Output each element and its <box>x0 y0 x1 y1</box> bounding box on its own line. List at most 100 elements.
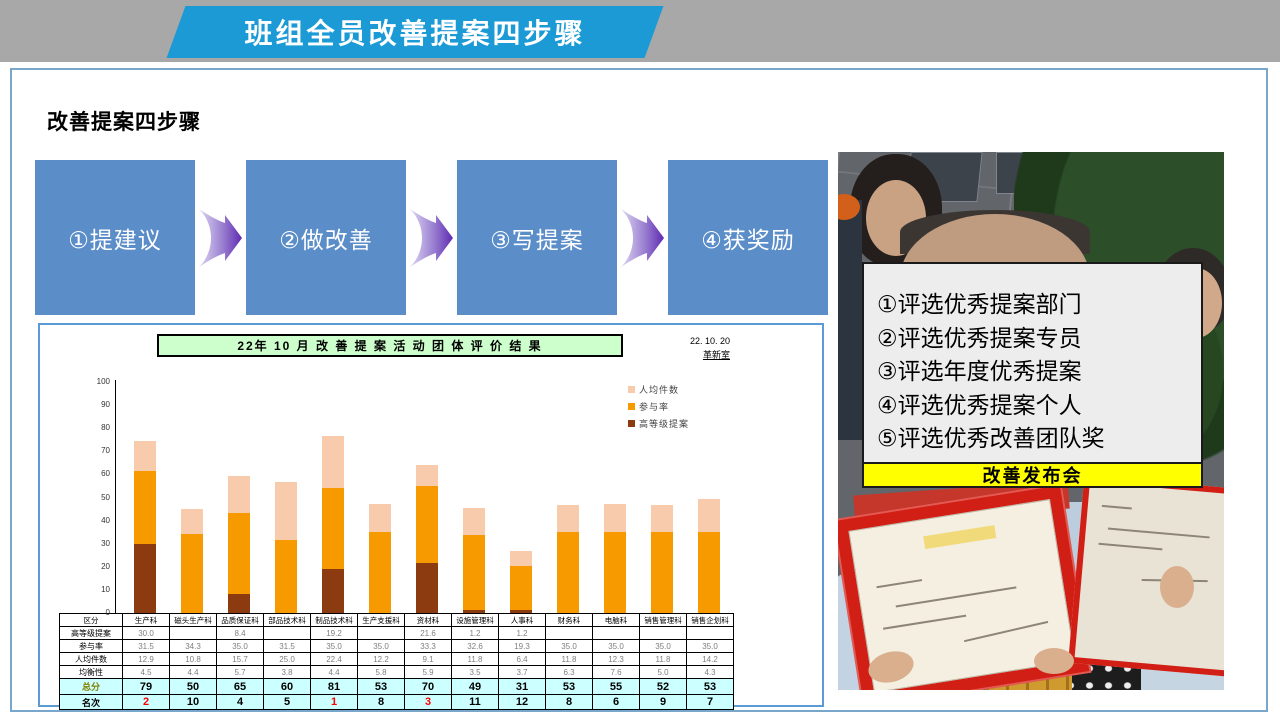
table-cell: 50 <box>169 678 217 695</box>
table-cell <box>592 626 640 640</box>
certificate-text-line <box>895 586 1017 608</box>
table-cell: 35.0 <box>639 639 687 653</box>
step-box-2: ②做改善 <box>246 160 406 315</box>
table-cell: 33.3 <box>404 639 452 653</box>
award-list-item: ②评选优秀提案专员 <box>877 324 1082 351</box>
table-cell: 10 <box>169 694 217 710</box>
table-cell <box>169 626 217 640</box>
table-cell <box>357 626 405 640</box>
table-cell: 4.5 <box>122 665 170 679</box>
bar-segment <box>463 507 485 535</box>
step-box-4: ④获奖励 <box>668 160 828 315</box>
table-cell: 32.6 <box>451 639 499 653</box>
y-axis-tick-label: 100 <box>96 377 110 386</box>
y-axis-tick-label: 0 <box>105 608 110 617</box>
table-cell: 11 <box>451 694 499 710</box>
table-cell: 22.4 <box>310 652 358 666</box>
bar-segment <box>134 543 156 613</box>
table-cell: 7.6 <box>592 665 640 679</box>
table-row: 高等级提案 30.0 8.4 19.2 21.6 1.2 1.2 <box>59 626 734 640</box>
y-axis-tick-label: 70 <box>101 446 110 456</box>
step-box-3: ③写提案 <box>457 160 617 315</box>
legend-swatch <box>628 403 635 410</box>
bar-segment <box>463 610 485 613</box>
table-cell: 14.2 <box>686 652 734 666</box>
bar-segment <box>416 563 438 613</box>
table-cell: 21.6 <box>404 626 452 640</box>
table-cell: 35.0 <box>686 639 734 653</box>
table-row-label: 均衡性 <box>59 665 123 679</box>
bar-segment <box>651 532 673 613</box>
table-cell: 6.4 <box>498 652 546 666</box>
table-row-label: 名次 <box>59 694 123 710</box>
bar-segment <box>463 534 485 611</box>
y-axis-tick-label: 60 <box>101 469 110 479</box>
table-cell: 7 <box>686 694 734 710</box>
table-row: 名次 2 10 4 5 1 8 3 11 12 8 6 9 7 <box>59 694 734 710</box>
table-cell: 53 <box>686 678 734 695</box>
section-heading: 改善提案四步骤 <box>47 111 201 134</box>
table-cell: 9.1 <box>404 652 452 666</box>
certificate-text-line <box>1107 527 1210 539</box>
bar-segment <box>322 436 344 488</box>
table-cell: 5.9 <box>404 665 452 679</box>
photo-certificate-right <box>1068 475 1224 677</box>
table-cell: 81 <box>310 678 358 695</box>
award-list-box: ①评选优秀提案部门 ②评选优秀提案专员 ③评选年度优秀提案 ④评选优秀提案个人 ⑤评选优… <box>862 262 1203 482</box>
table-row: 参与率 31.5 34.3 35.0 31.5 35.0 35.0 33.3 32.6 19.3 3… <box>59 639 734 653</box>
bar-segment <box>698 499 720 533</box>
table-cell <box>263 626 311 640</box>
table-cell: 6 <box>592 694 640 710</box>
bar-segment <box>604 503 626 533</box>
table-cell: 4.4 <box>169 665 217 679</box>
table-cell: 3.8 <box>263 665 311 679</box>
table-cell: 10.8 <box>169 652 217 666</box>
certificate-text-line <box>876 579 923 589</box>
table-cell: 2 <box>122 694 170 710</box>
chart-title: 22年 10 月 改 善 提 案 活 动 团 体 评 价 结 果 <box>157 334 623 357</box>
table-cell: 11.8 <box>451 652 499 666</box>
bar-segment <box>557 532 579 613</box>
table-cell: 79 <box>122 678 170 695</box>
y-axis-tick-label: 20 <box>101 561 110 571</box>
certificate-text-line <box>882 614 967 630</box>
certificate-title-blur <box>923 525 997 550</box>
steps-row: ①提建议 ②做改善 ③写提案 ④获奖励 <box>35 160 835 315</box>
table-cell: 8 <box>545 694 593 710</box>
table-col-header: 电脑科 <box>592 613 640 627</box>
table-cell: 35.0 <box>310 639 358 653</box>
table-cell: 31 <box>498 678 546 695</box>
table-cell: 8.4 <box>216 626 264 640</box>
table-cell: 4 <box>216 694 264 710</box>
table-col-header: 销售管理科 <box>639 613 687 627</box>
bar-segment <box>557 504 579 533</box>
table-row: 均衡性 4.5 4.4 5.7 3.8 4.4 5.8 5.9 3.5 3.7 6.3 7.6 5.0 4… <box>59 665 734 679</box>
bar-segment <box>604 532 626 613</box>
table-col-header: 人事科 <box>498 613 546 627</box>
table-cell: 1.2 <box>451 626 499 640</box>
certificate-text-line <box>1098 542 1163 551</box>
table-cell: 19.3 <box>498 639 546 653</box>
bar-segment <box>228 476 250 513</box>
arrow-right-icon <box>195 205 246 271</box>
table-cell: 65 <box>216 678 264 695</box>
y-axis-line <box>115 380 116 613</box>
table-col-header: 品质保证科 <box>216 613 264 627</box>
report-dept-text: 革新室 <box>702 350 730 360</box>
table-cell <box>686 626 734 640</box>
table-cell: 12.3 <box>592 652 640 666</box>
table-cell <box>545 626 593 640</box>
table-row: 人均件数 12.9 10.8 15.7 25.0 22.4 12.2 9.1 11.8 6.4 11… <box>59 652 734 666</box>
table-cell: 11.8 <box>639 652 687 666</box>
table-cell: 52 <box>639 678 687 695</box>
bar-segment <box>275 482 297 541</box>
award-list-item: ⑤评选优秀改善团队奖 <box>877 425 1105 451</box>
bar-segment <box>322 568 344 613</box>
bar-segment <box>698 532 720 613</box>
legend-label: 参与率 <box>639 402 670 412</box>
bar-segment <box>651 504 673 533</box>
table-cell: 35.0 <box>216 639 264 653</box>
table-cell: 4.4 <box>310 665 358 679</box>
table-cell <box>639 626 687 640</box>
table-cell: 15.7 <box>216 652 264 666</box>
